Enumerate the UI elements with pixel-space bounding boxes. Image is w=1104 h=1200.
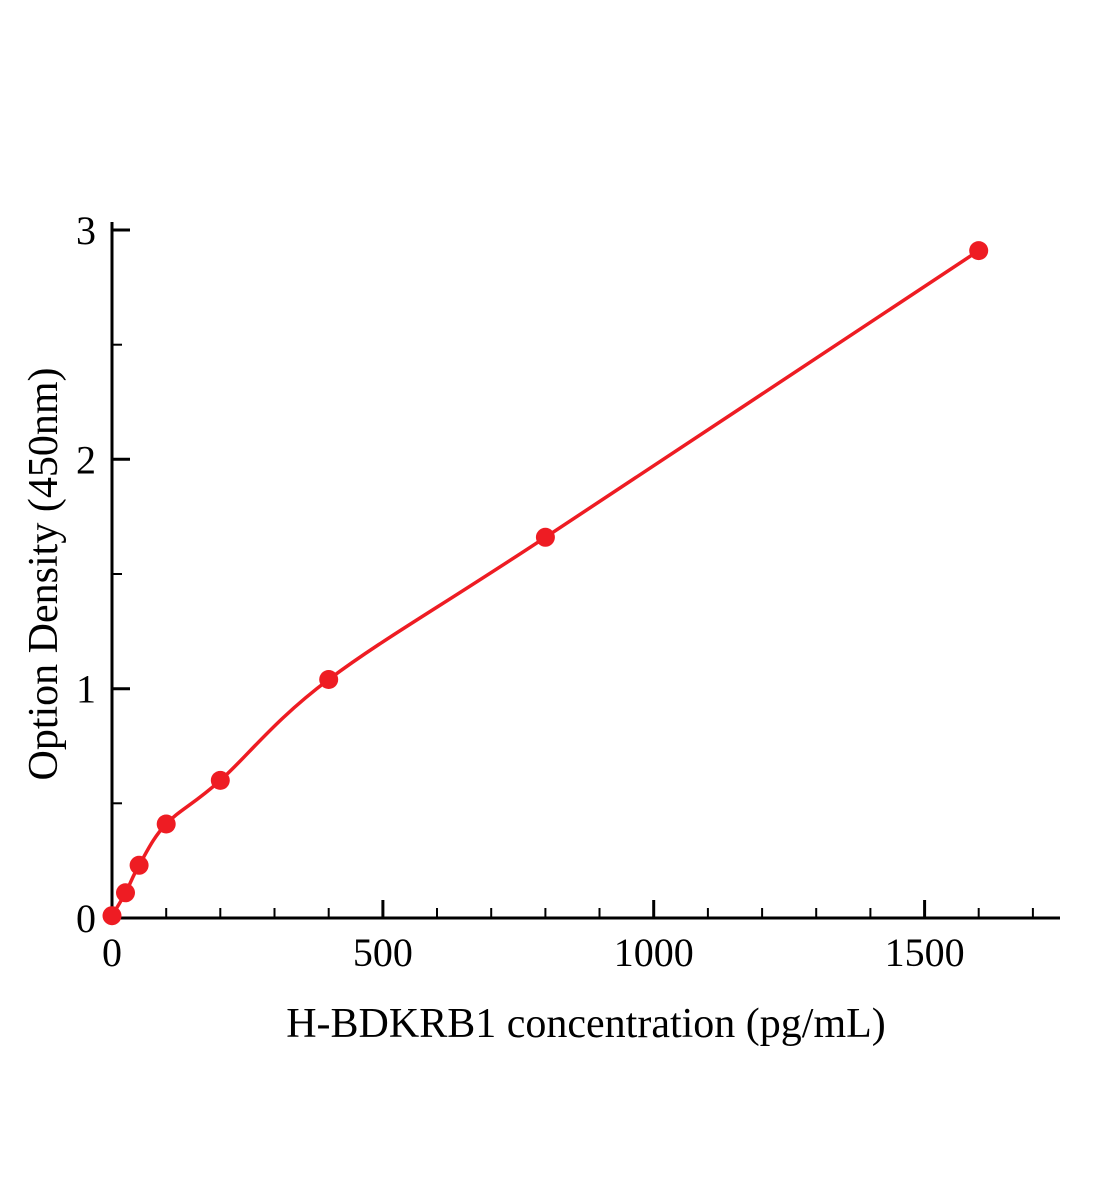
- y-tick-label: 0: [76, 896, 96, 941]
- x-axis-title: H-BDKRB1 concentration (pg/mL): [286, 1001, 886, 1047]
- fit-curve: [110, 248, 981, 918]
- y-tick-label: 1: [76, 667, 96, 712]
- y-tick-label: 3: [76, 208, 96, 253]
- x-tick-label: 1000: [614, 930, 694, 975]
- x-tick-label: 1500: [885, 930, 965, 975]
- y-axis-title: Option Density (450nm): [21, 367, 67, 781]
- data-point: [969, 241, 989, 261]
- data-point: [535, 527, 555, 547]
- data-point: [319, 670, 339, 689]
- data-point: [116, 883, 135, 903]
- data-point: [129, 855, 149, 875]
- data-point: [102, 906, 122, 926]
- x-tick-label: 0: [102, 930, 122, 975]
- x-tick-label: 500: [353, 930, 413, 975]
- y-tick-label: 2: [76, 437, 96, 482]
- data-point: [210, 770, 230, 790]
- data-point: [156, 814, 176, 834]
